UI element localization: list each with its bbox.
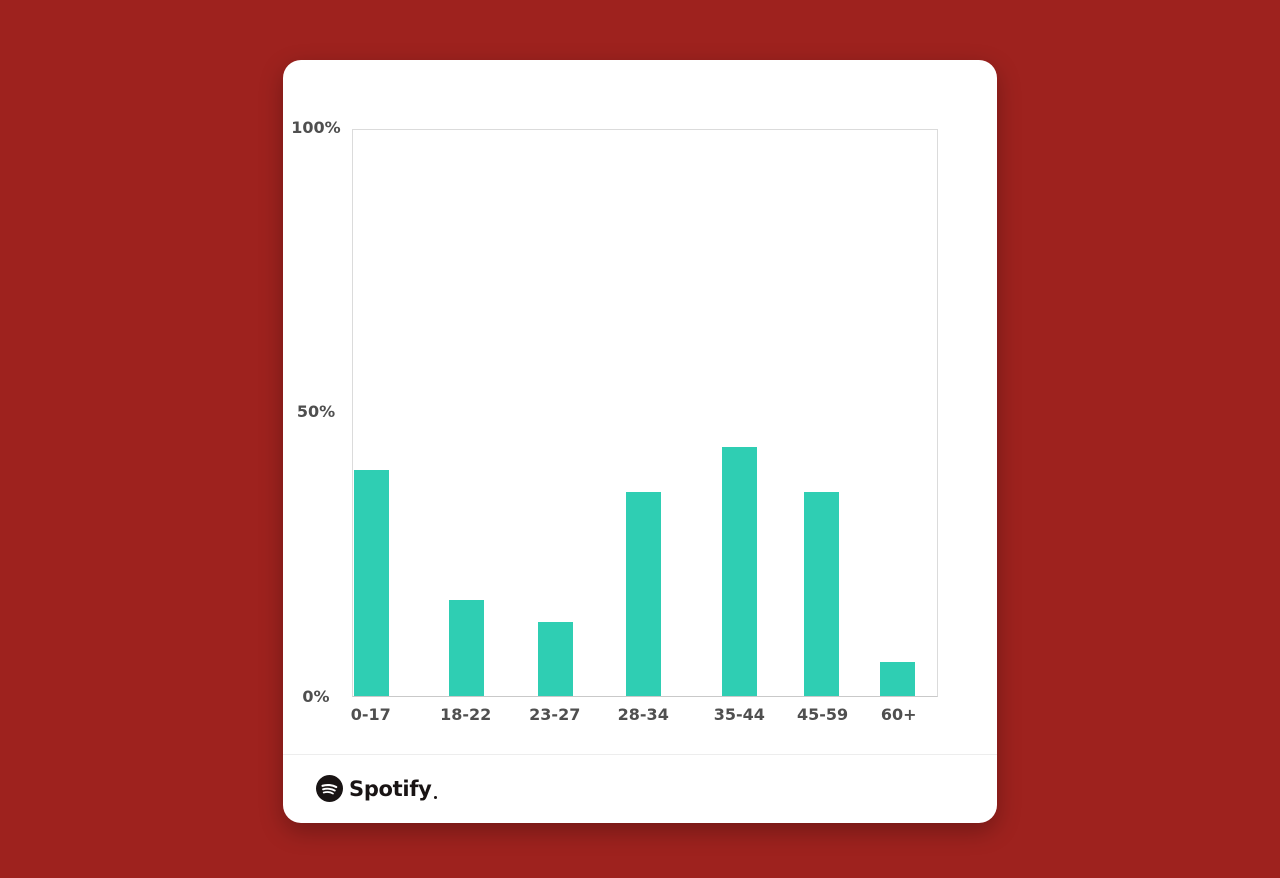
- x-axis-label: 18-22: [440, 705, 492, 724]
- bar-28-34: [625, 492, 661, 696]
- x-axis-label: 45-59: [796, 705, 849, 724]
- y-axis-tick-50: 50%: [296, 402, 336, 421]
- x-axis-label: 28-34: [617, 705, 669, 724]
- x-axis-labels: 0-17 18-22 23-27 28-34 35-44 45-59 60+: [350, 705, 938, 727]
- bar-23-27: [537, 622, 573, 696]
- footer: Spotify: [316, 754, 437, 823]
- bar-60+: [880, 662, 916, 696]
- x-axis-label: 60+: [880, 705, 917, 724]
- bar-35-44: [721, 446, 757, 696]
- y-axis: 100% 50% 0%: [283, 119, 349, 706]
- x-axis-label: 0-17: [350, 705, 391, 724]
- x-axis-label: 35-44: [713, 705, 765, 724]
- y-axis-tick-100: 100%: [291, 118, 341, 137]
- x-axis-label: 23-27: [529, 705, 581, 724]
- footer-divider: [283, 754, 997, 755]
- spotify-icon: [316, 775, 343, 802]
- brand-name: Spotify: [349, 776, 432, 801]
- y-axis-tick-0: 0%: [302, 687, 330, 706]
- bar-0-17: [354, 469, 390, 696]
- trademark-dot: [433, 796, 437, 799]
- plot-area: [352, 129, 938, 697]
- bar-45-59: [804, 492, 840, 696]
- bar-18-22: [448, 599, 484, 696]
- chart-card: 100% 50% 0% 0-17 18-22 23-27 28-34 35-44 45-5…: [283, 60, 997, 823]
